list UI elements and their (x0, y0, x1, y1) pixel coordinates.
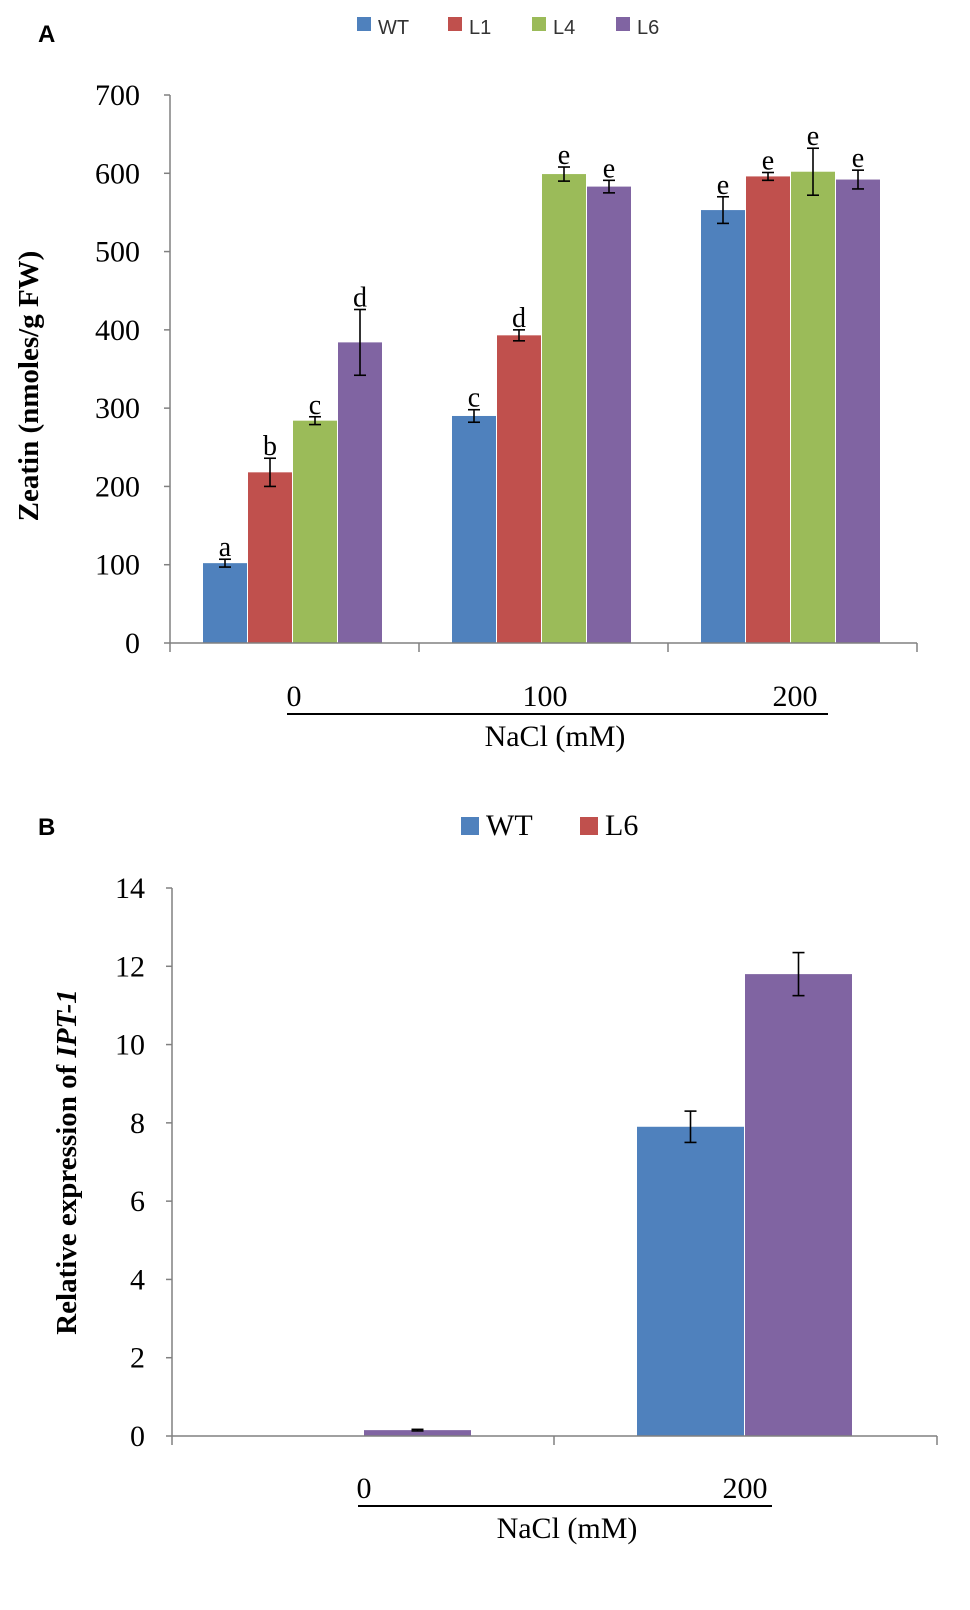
panel-a-bar-l4-200 (791, 171, 835, 643)
panel-a-y-tick-label-0: 0 (125, 627, 140, 660)
panel-a-bar-l6-200-error-bar (852, 169, 864, 190)
panel-a-bar-l4-200-error-bar (807, 147, 819, 197)
panel-b-y-tick-labels: 0 2 4 6 8 10 12 14 (115, 872, 145, 1453)
panel-a: A WT L1 L4 L6 Zeatin (nmoles/g FW) 0 100 2… (13, 17, 918, 753)
panel-a-bar-l6-0-error-bar (354, 308, 366, 377)
panel-a-bar-l6-100-letter: e (603, 153, 615, 184)
panel-a-legend: WT L1 L4 L6 (357, 17, 659, 39)
panel-b-category-label-200: 200 (723, 1472, 768, 1505)
panel-a-category-label-200: 200 (773, 680, 818, 713)
legend-a-l4-swatch (532, 17, 546, 31)
panel-a-bar-wt-0 (203, 563, 247, 643)
panel-a-bar-l1-0 (248, 472, 292, 643)
panel-a-bar-l6-0 (338, 342, 382, 643)
panel-a-bars (203, 171, 880, 643)
panel-a-bar-l4-100-letter: e (558, 140, 570, 171)
legend-b-wt-swatch (461, 817, 479, 835)
panel-a-bar-l1-100-letter: d (512, 303, 526, 334)
panel-b-y-tick-marks (166, 887, 172, 1437)
panel-a-bar-l4-100-error-bar (558, 166, 570, 182)
panel-a-bar-l1-200-error-bar (762, 171, 774, 182)
panel-a-bar-l6-200 (836, 179, 880, 643)
panel-b-error-bars (411, 951, 805, 1432)
panel-a-bar-l4-0-letter: c (309, 390, 321, 421)
panel-a-bar-wt-0-letter: a (219, 532, 232, 563)
panel-a-bar-l1-200-letter: e (762, 146, 774, 177)
panel-a-bar-wt-200-letter: e (717, 170, 729, 201)
panel-a-error-bars (219, 147, 864, 568)
panel-a-bar-l4-100 (542, 174, 586, 643)
panel-a-bar-wt-100-error-bar (468, 408, 480, 424)
panel-a-bar-l6-200-letter: e (852, 143, 864, 174)
panel-b-bar-l6-0 (364, 1430, 471, 1436)
panel-a-bar-l4-200-letter: e (807, 121, 819, 152)
panel-b-bar-l6-200-error-bar (792, 951, 805, 997)
panel-a-category-label-0: 0 (287, 680, 302, 713)
legend-a-wt-swatch (357, 17, 371, 31)
panel-a-y-tick-label-100: 100 (95, 549, 140, 582)
panel-a-bar-l1-0-error-bar (264, 457, 276, 488)
panel-a-bar-l6-100-error-bar (603, 179, 615, 194)
panel-b-y-axis-title: Relative expression of IPT-1 (51, 989, 83, 1335)
panel-b-bar-wt-200 (637, 1126, 744, 1436)
panel-b-y-tick-label-10: 10 (115, 1029, 145, 1062)
panel-b-y-axis-title-prefix: Relative expression of (51, 1057, 83, 1334)
legend-a-l6-swatch (616, 17, 630, 31)
legend-b-l6-swatch (580, 817, 598, 835)
panel-b-y-tick-label-6: 6 (130, 1185, 145, 1218)
panel-a-x-axis-title: NaCl (mM) (485, 720, 626, 753)
panel-a-y-tick-label-600: 600 (95, 157, 140, 190)
panel-a-y-tick-label-300: 300 (95, 392, 140, 425)
panel-a-bar-l1-200 (746, 176, 790, 643)
panel-b-y-tick-label-14: 14 (115, 872, 145, 905)
panel-b-y-axis-title-gene: IPT-1 (51, 989, 83, 1058)
legend-a-l6-label: L6 (637, 17, 659, 39)
legend-b-wt-label: WT (486, 809, 533, 842)
panel-a-bar-wt-100 (452, 415, 496, 643)
panel-a-y-tick-label-700: 700 (95, 79, 140, 112)
panel-a-significance-letters: a c e b d e c e e d e e (219, 121, 864, 563)
legend-a-l1-swatch (448, 17, 462, 31)
legend-a-l4-label: L4 (553, 17, 575, 39)
panel-a-label: A (38, 21, 55, 48)
panel-a-bar-l1-0-letter: b (263, 431, 277, 462)
panel-b-y-tick-label-0: 0 (130, 1420, 145, 1453)
panel-a-category-label-100: 100 (523, 680, 568, 713)
panel-a-y-tick-labels: 0 100 200 300 400 500 600 700 (95, 79, 140, 660)
panel-a-y-axis-title: Zeatin (nmoles/g FW) (13, 251, 45, 522)
panel-a-bar-l4-0 (293, 420, 337, 643)
panel-b: B WT L6 Relative expression of IPT-1 0 2 4… (38, 809, 938, 1545)
panel-b-bar-l6-200 (745, 974, 852, 1436)
legend-a-l1-label: L1 (469, 17, 491, 39)
panel-b-y-tick-label-2: 2 (130, 1342, 145, 1375)
panel-a-bar-wt-100-letter: c (468, 383, 480, 414)
panel-b-legend: WT L6 (461, 809, 638, 842)
panel-a-bar-l6-0-letter: d (353, 283, 367, 314)
panel-a-bar-wt-200-error-bar (717, 195, 729, 225)
panel-a-bar-l6-100 (587, 186, 631, 643)
panel-a-bar-wt-0-error-bar (219, 558, 231, 568)
panel-a-bar-l4-0-error-bar (309, 415, 321, 426)
panel-a-y-tick-marks (164, 94, 170, 644)
legend-b-l6-label: L6 (605, 809, 638, 842)
panel-a-y-tick-label-400: 400 (95, 314, 140, 347)
panel-b-bar-wt-200-error-bar (684, 1110, 697, 1144)
panel-a-bar-wt-200 (701, 210, 745, 643)
panel-b-bar-l6-0-error-bar (411, 1428, 424, 1432)
panel-a-y-tick-label-200: 200 (95, 470, 140, 503)
panel-b-y-tick-label-4: 4 (130, 1263, 145, 1296)
panel-b-x-axis-title: NaCl (mM) (497, 1512, 638, 1545)
panel-a-bar-l1-100-error-bar (513, 329, 525, 342)
panel-b-label: B (38, 814, 55, 841)
legend-a-wt-label: WT (378, 17, 409, 39)
panel-b-bars (364, 974, 852, 1436)
panel-b-y-tick-label-8: 8 (130, 1107, 145, 1140)
panel-a-bar-l1-100 (497, 335, 541, 643)
panel-a-y-tick-label-500: 500 (95, 236, 140, 269)
panel-b-category-label-0: 0 (357, 1472, 372, 1505)
panel-b-y-tick-label-12: 12 (115, 950, 145, 983)
